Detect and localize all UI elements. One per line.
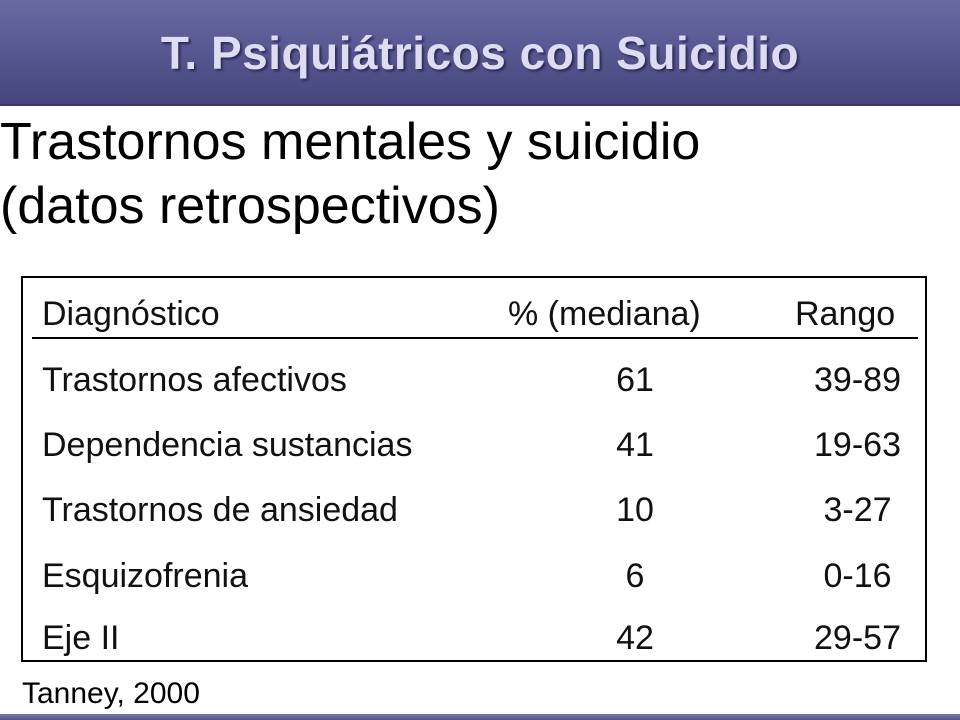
- table-row-rango: 19-63: [814, 426, 901, 464]
- column-header-diagnostico: Diagnóstico: [42, 295, 220, 333]
- table-row-diagnostico: Trastornos afectivos: [42, 361, 347, 399]
- title-band: [0, 0, 960, 106]
- source-citation: Tanney, 2000: [22, 677, 200, 710]
- column-header-mediana: % (mediana): [508, 295, 701, 333]
- table-row-rango: 0-16: [823, 557, 892, 595]
- table-row-mediana: 61: [616, 361, 654, 399]
- bottom-decoration-strip: [0, 714, 960, 720]
- table-row-diagnostico: Trastornos de ansiedad: [42, 491, 398, 529]
- data-table-frame: [21, 276, 927, 662]
- slide-title: T. Psiquiátricos con Suicidio: [160, 27, 800, 79]
- table-row-rango: 3-27: [823, 491, 892, 529]
- slide-subtitle: Trastornos mentales y suicidio (datos re…: [0, 110, 900, 238]
- table-row-mediana: 6: [625, 557, 645, 595]
- table-row-diagnostico: Dependencia sustancias: [42, 426, 413, 464]
- table-row-rango: 39-89: [814, 361, 901, 399]
- table-row-rango: 29-57: [814, 619, 901, 657]
- table-row-diagnostico: Eje II: [42, 619, 120, 657]
- column-header-rango: Rango: [795, 295, 896, 333]
- table-row-diagnostico: Esquizofrenia: [42, 557, 249, 595]
- table-row-mediana: 41: [616, 426, 654, 464]
- header-divider: [32, 337, 918, 339]
- subtitle-line-2: (datos retrospectivos): [0, 177, 500, 235]
- subtitle-line-1: Trastornos mentales y suicidio: [0, 113, 701, 171]
- table-row-mediana: 10: [616, 491, 654, 529]
- table-row-mediana: 42: [616, 619, 654, 657]
